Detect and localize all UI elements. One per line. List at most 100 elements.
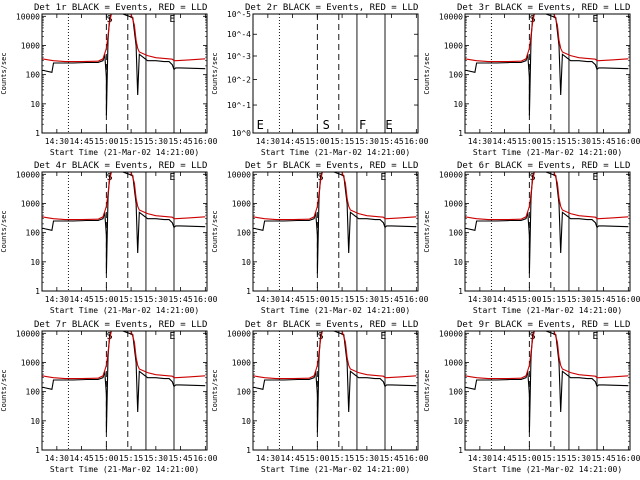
plot-frame [464,171,631,292]
lld-series-line [42,172,206,221]
y-tick-label: 10^-1 [227,101,251,110]
x-tick-label: 15:00 [305,295,329,304]
y-tick-label: 1000 [21,41,40,50]
y-axis-label: Counts/sec [211,52,219,94]
y-tick-label: 10000 [439,329,463,338]
x-tick-label: 15:45 [169,295,193,304]
x-axis-label: Start Time (21-Mar-02 14:21:00) [50,306,199,315]
y-tick-label: 10^-3 [227,52,251,61]
events-series-line [465,172,629,274]
x-tick-label: 16:00 [404,295,428,304]
y-tick-label: 10^-2 [227,75,251,84]
y-tick-label: 10 [241,258,251,267]
x-tick-label: 15:00 [517,295,541,304]
lld-series-line [253,172,417,221]
y-axis-label: Counts/sec [423,52,431,94]
x-axis-label: Start Time (21-Mar-02 14:21:00) [473,465,622,474]
x-axis-label: Start Time (21-Mar-02 14:21:00) [261,306,410,315]
y-tick-label: 100 [449,229,464,238]
marker-label: S [323,118,330,132]
x-tick-label: 14:30 [45,137,69,146]
panel-title: Det 6r BLACK = Events, RED = LLD [457,161,630,171]
y-tick-label: 10^0 [232,129,251,138]
x-tick-label: 15:30 [355,295,379,304]
x-axis-label: Start Time (21-Mar-02 14:21:00) [473,148,622,157]
x-tick-label: 15:45 [380,454,404,463]
panel: Det 4r BLACK = Events, RED = LLD Counts/s… [0,161,218,315]
y-axis-label: Counts/sec [0,210,8,252]
y-tick-label: 10000 [227,170,251,179]
x-tick-label: 15:15 [330,137,354,146]
y-axis-label: Counts/sec [211,369,219,411]
x-tick-label: 14:30 [468,454,492,463]
x-tick-label: 15:30 [355,137,379,146]
y-axis-label: Counts/sec [423,210,431,252]
y-tick-label: 1 [246,446,251,455]
y-tick-label: 100 [26,388,41,397]
y-tick-label: 10 [453,100,463,109]
marker-label: E [257,118,264,132]
x-axis-label: Start Time (21-Mar-02 14:21:00) [473,306,622,315]
x-axis-label: Start Time (21-Mar-02 14:21:00) [50,465,199,474]
x-tick-label: 14:45 [493,295,517,304]
y-tick-label: 10 [453,258,463,267]
plot-frame [252,330,419,451]
y-axis-label: Counts/sec [0,52,8,94]
panel-title: Det 7r BLACK = Events, RED = LLD [34,320,207,330]
x-tick-label: 15:15 [330,295,354,304]
plot-frame [41,13,208,134]
x-tick-label: 14:45 [281,454,305,463]
x-tick-label: 15:30 [144,137,168,146]
marker-label: E [169,331,175,342]
x-axis-label: Start Time (21-Mar-02 14:21:00) [261,465,410,474]
y-tick-label: 1 [458,129,463,138]
marker-label: E [169,14,175,25]
x-tick-label: 15:45 [169,454,193,463]
x-tick-label: 14:45 [281,295,305,304]
events-series-line [42,331,206,433]
x-tick-label: 16:00 [193,295,217,304]
x-tick-label: 16:00 [404,454,428,463]
y-tick-label: 10^-4 [227,30,251,39]
x-tick-label: 15:00 [305,454,329,463]
y-tick-label: 1000 [444,358,463,367]
y-tick-label: 100 [26,229,41,238]
x-tick-label: 15:00 [305,137,329,146]
y-tick-label: 10000 [16,170,40,179]
x-tick-label: 16:00 [404,137,428,146]
marker-label: E [592,331,598,342]
panel: Det 5r BLACK = Events, RED = LLD Counts/s… [211,161,429,315]
x-tick-label: 14:30 [45,454,69,463]
events-series-line [465,14,629,116]
x-tick-label: 15:30 [144,295,168,304]
x-tick-label: 15:45 [592,137,616,146]
x-tick-label: 15:15 [330,454,354,463]
panel-title: Det 9r BLACK = Events, RED = LLD [457,320,630,330]
events-series-line [253,172,417,274]
x-tick-label: 15:30 [567,137,591,146]
y-tick-label: 100 [26,71,41,80]
x-tick-label: 15:45 [380,295,404,304]
plot-frame [464,13,631,134]
y-tick-label: 1 [35,446,40,455]
x-tick-label: 15:45 [592,454,616,463]
panel: Det 7r BLACK = Events, RED = LLD Counts/s… [0,320,218,474]
y-tick-label: 100 [449,388,464,397]
marker-label: E [385,118,392,132]
y-tick-label: 1 [35,129,40,138]
marker-label: E [592,14,598,25]
x-tick-label: 15:30 [144,454,168,463]
lld-series-line [253,331,417,380]
events-series-line [42,172,206,274]
x-tick-label: 14:45 [493,137,517,146]
marker-label: E [592,172,598,183]
panel-title: Det 8r BLACK = Events, RED = LLD [245,320,418,330]
y-tick-label: 10 [241,417,251,426]
y-axis-label: Counts/sec [423,369,431,411]
x-tick-label: 16:00 [616,295,640,304]
panel-title: Det 3r BLACK = Events, RED = LLD [457,3,630,13]
y-tick-label: 1000 [21,358,40,367]
x-tick-label: 15:45 [380,137,404,146]
events-series-line [42,14,206,116]
